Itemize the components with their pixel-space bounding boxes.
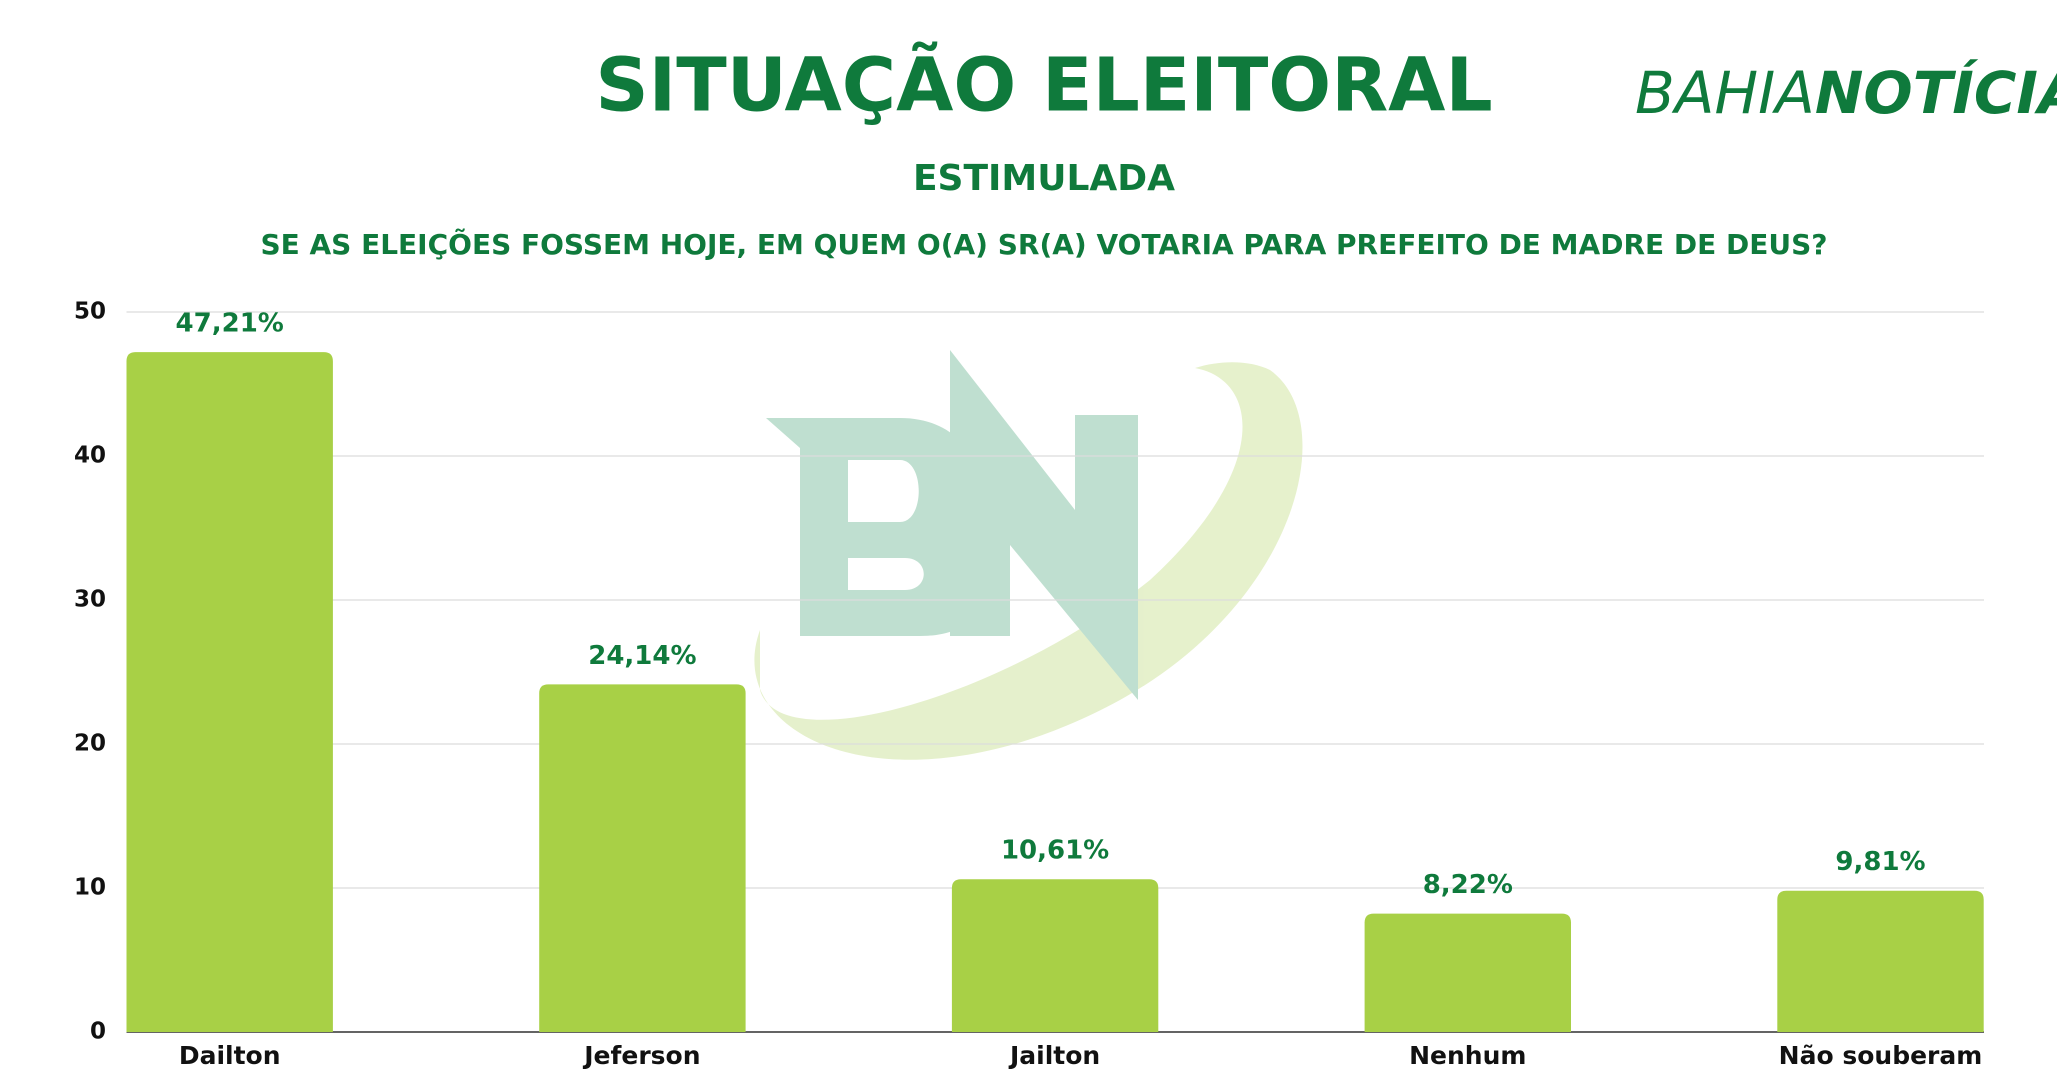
watermark — [754, 350, 1303, 760]
x-tick-label: Dailton — [179, 1041, 281, 1070]
bar — [539, 684, 746, 1032]
chart-subtitle: ESTIMULADA — [913, 158, 1175, 199]
bar — [1777, 890, 1984, 1032]
x-tick-label: Nenhum — [1409, 1041, 1526, 1070]
logo: BAHIANOTÍCIAS — [1635, 58, 2057, 127]
value-label: 47,21% — [176, 309, 284, 339]
x-tick-label: Jailton — [1008, 1041, 1100, 1070]
y-tick-label: 50 — [74, 299, 106, 325]
value-label: 9,81% — [1835, 847, 1925, 877]
chart-title: SITUAÇÃO ELEITORAL — [595, 41, 1492, 129]
bar — [951, 879, 1159, 1032]
x-tick-label: Jeferson — [582, 1041, 700, 1070]
bar — [1364, 913, 1571, 1032]
y-tick-label: 10 — [74, 875, 106, 901]
y-tick-label: 30 — [74, 587, 106, 613]
logo-bold: NOTÍCIAS — [1815, 58, 2057, 127]
logo-light: BAHIA — [1635, 59, 1815, 127]
value-label: 10,61% — [1001, 836, 1109, 866]
value-label: 24,14% — [588, 641, 696, 671]
x-tick-label: Não souberam — [1779, 1041, 1983, 1070]
question: SE AS ELEIÇÕES FOSSEM HOJE, EM QUEM O(A)… — [260, 227, 1827, 261]
y-tick-label: 40 — [74, 443, 106, 469]
y-tick-label: 20 — [74, 731, 106, 757]
value-label: 8,22% — [1423, 870, 1513, 900]
y-tick-label: 0 — [90, 1019, 106, 1045]
bar — [126, 352, 333, 1032]
